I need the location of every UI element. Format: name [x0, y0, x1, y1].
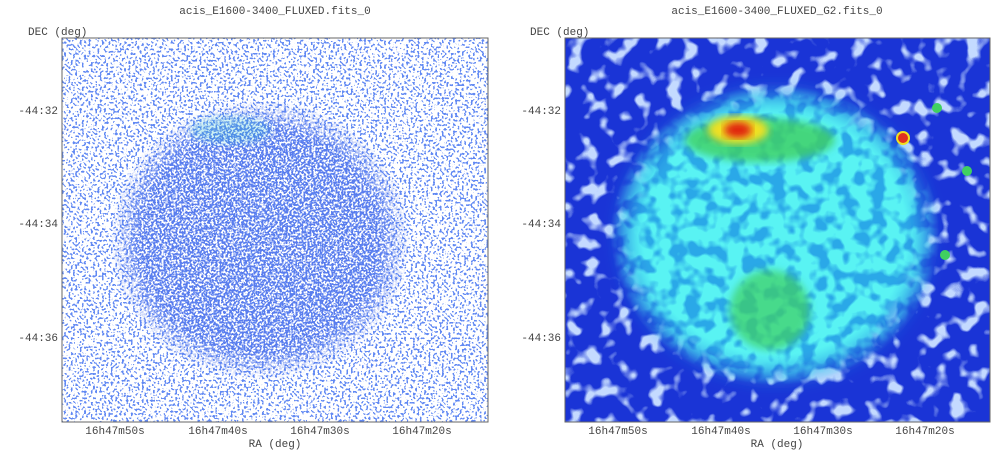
x-tick-label: 16h47m40s — [691, 426, 750, 438]
image-raw — [62, 38, 488, 422]
panel-title: acis_E1600-3400_FLUXED.fits_0 — [179, 6, 370, 18]
right-panel: acis_E1600-3400_FLUXED_G2.fits_0 DEC (de… — [521, 6, 991, 451]
x-tick-label: 16h47m30s — [793, 426, 852, 438]
x-tick-label: 16h47m20s — [392, 426, 451, 438]
y-axis-label: DEC (deg) — [28, 27, 87, 39]
image-smoothed — [565, 38, 990, 422]
left-panel: acis_E1600-3400_FLUXED.fits_0 DEC (deg) … — [18, 6, 489, 451]
x-tick-label: 16h47m30s — [290, 426, 349, 438]
y-tick-label: -44:36 — [521, 333, 561, 345]
x-tick-label: 16h47m50s — [85, 426, 144, 438]
y-tick-label: -44:36 — [18, 333, 58, 345]
y-tick-label: -44:34 — [18, 219, 58, 231]
x-tick-label: 16h47m50s — [588, 426, 647, 438]
panel-title: acis_E1600-3400_FLUXED_G2.fits_0 — [671, 6, 882, 18]
y-tick-label: -44:32 — [521, 106, 561, 118]
y-tick-label: -44:32 — [18, 106, 58, 118]
x-tick-label: 16h47m40s — [188, 426, 247, 438]
x-axis-label: RA (deg) — [249, 439, 302, 451]
x-tick-label: 16h47m20s — [895, 426, 954, 438]
x-axis-label: RA (deg) — [751, 439, 804, 451]
y-tick-label: -44:34 — [521, 219, 561, 231]
y-axis-label: DEC (deg) — [530, 27, 589, 39]
